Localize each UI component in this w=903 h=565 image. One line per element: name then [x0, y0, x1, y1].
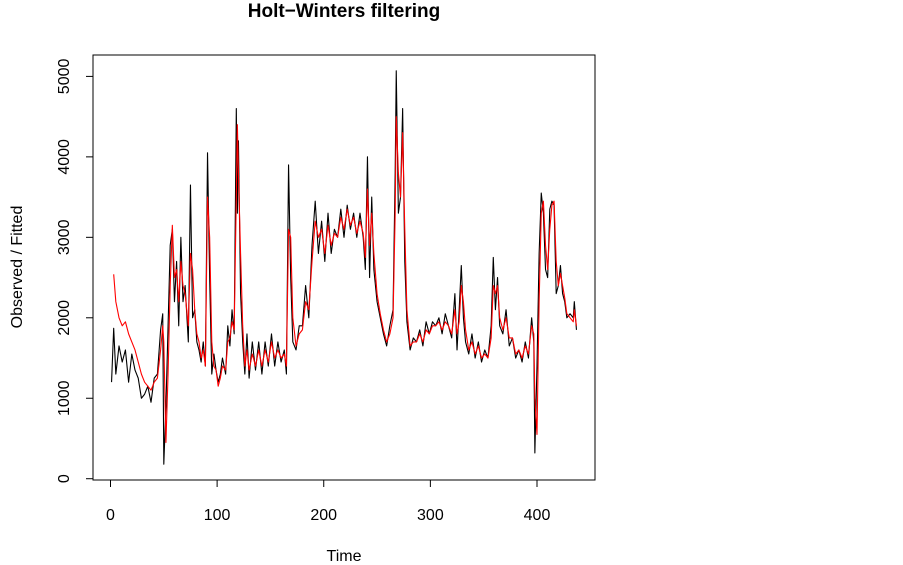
x-tick-label: 100	[204, 507, 231, 524]
y-tick-label: 2000	[56, 300, 73, 336]
y-tick-label: 1000	[56, 380, 73, 416]
y-tick-label: 4000	[56, 139, 73, 175]
y-tick-label: 0	[56, 474, 73, 483]
series-line	[113, 116, 577, 444]
chart-title: Holt−Winters filtering	[248, 1, 440, 22]
y-tick-label: 3000	[56, 219, 73, 255]
x-tick-label: 400	[524, 507, 551, 524]
y-axis-label: Observed / Fitted	[9, 206, 26, 329]
plot-frame	[92, 54, 596, 481]
x-tick-label: 300	[417, 507, 444, 524]
y-tick-label: 5000	[56, 59, 73, 95]
x-tick-label: 200	[310, 507, 337, 524]
x-tick-label: 0	[106, 507, 115, 524]
x-axis-label: Time	[327, 548, 362, 565]
